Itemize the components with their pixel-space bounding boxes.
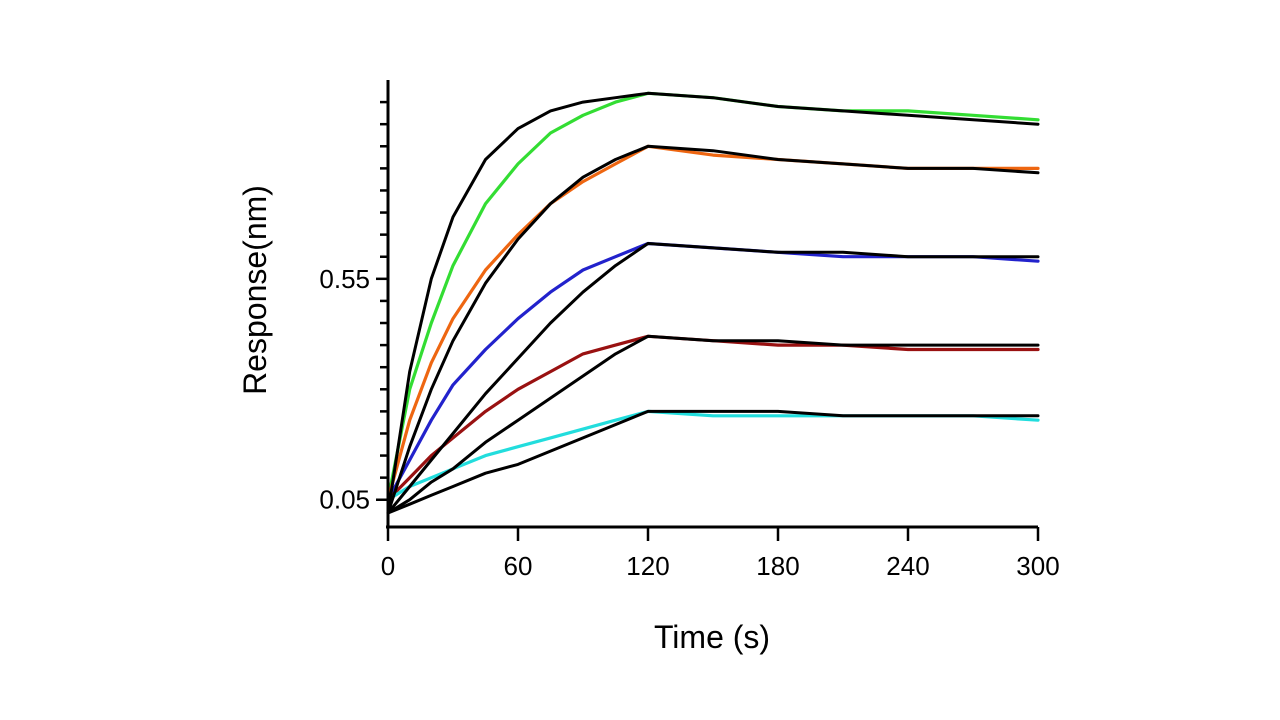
x-tick-label: 120 xyxy=(626,551,669,581)
x-tick-label: 300 xyxy=(1016,551,1059,581)
x-tick-label: 60 xyxy=(504,551,533,581)
axes-layer xyxy=(376,80,1040,541)
data-series-line-0 xyxy=(386,91,1040,502)
data-series-line-3 xyxy=(386,334,1040,502)
fit-line-6 xyxy=(386,144,1040,515)
data-series-line-2 xyxy=(386,241,1040,502)
fit-line-7 xyxy=(386,242,1040,515)
labels-layer: 0.05 0.55 0 60 120 180 240 300 xyxy=(319,264,1059,581)
fit-line-9 xyxy=(386,409,1040,515)
x-tick-label: 0 xyxy=(381,551,395,581)
y-tick-label: 0.55 xyxy=(319,264,370,294)
data-series-line-4 xyxy=(386,409,1040,502)
x-axis-title: Time (s) xyxy=(654,619,770,655)
data-series-line-1 xyxy=(386,144,1040,502)
x-tick-label: 180 xyxy=(756,551,799,581)
series-layer xyxy=(386,91,1040,515)
x-tick-label: 240 xyxy=(886,551,929,581)
fit-line-5 xyxy=(386,91,1040,515)
y-axis-title: Response(nm) xyxy=(237,185,273,395)
y-tick-label: 0.05 xyxy=(319,485,370,515)
fit-line-8 xyxy=(386,334,1040,515)
